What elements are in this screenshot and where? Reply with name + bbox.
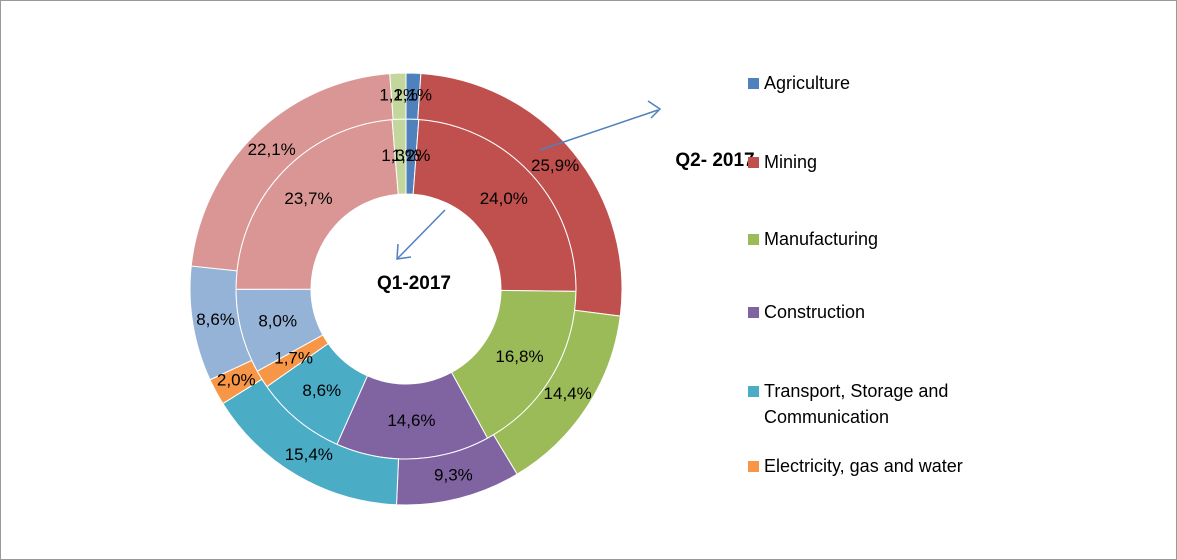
legend-swatch	[748, 78, 759, 89]
data-label: 1,3%	[381, 146, 420, 165]
data-label: 25,9%	[531, 156, 579, 175]
data-label: 1,2%	[392, 146, 431, 165]
arrow	[397, 209, 446, 259]
data-label: 1,2%	[379, 86, 418, 105]
data-label: 8,6%	[302, 381, 341, 400]
data-label: 1,1%	[393, 86, 432, 105]
data-label: 2,0%	[217, 370, 256, 389]
data-label: 22,1%	[248, 140, 296, 159]
legend-item: Mining	[748, 149, 998, 175]
series-label: Q1-2017	[377, 273, 451, 294]
legend-item: Agriculture	[748, 70, 998, 96]
legend-swatch	[748, 307, 759, 318]
legend-swatch	[748, 461, 759, 472]
data-label: 14,4%	[544, 384, 592, 403]
rings	[189, 72, 623, 506]
data-label: 14,6%	[387, 411, 435, 430]
arrow-head	[396, 243, 412, 260]
data-label: 15,4%	[285, 445, 333, 464]
legend-item: Transport, Storage and Communication	[748, 378, 998, 430]
data-label: 23,7%	[284, 189, 332, 208]
legend-label: Mining	[764, 152, 818, 172]
arrow-head	[647, 100, 662, 119]
data-label: 24,0%	[480, 189, 528, 208]
series-label: Q2- 2017	[675, 150, 754, 171]
legend-swatch	[748, 234, 759, 245]
data-label: 8,6%	[196, 310, 235, 329]
legend-swatch	[748, 157, 759, 168]
legend-label: Manufacturing	[764, 229, 879, 249]
legend-item: Electricity, gas and water	[748, 453, 998, 479]
data-label: 9,3%	[434, 466, 473, 485]
legend-item: Manufacturing	[748, 226, 998, 252]
legend-label: Transport, Storage and Communication	[764, 381, 949, 427]
data-label: 8,0%	[258, 312, 297, 331]
legend-item: Construction	[748, 299, 998, 325]
arrow	[539, 109, 659, 151]
legend-label: Electricity, gas and water	[764, 456, 963, 476]
legend-label: Agriculture	[764, 73, 851, 93]
slice	[389, 72, 407, 121]
legend-swatch	[748, 386, 759, 397]
data-label: 1,7%	[274, 349, 313, 368]
data-label: 16,8%	[495, 347, 543, 366]
legend-label: Construction	[764, 302, 866, 322]
labels: 1,2% 24,0% 16,8% 14,6% 8,6% 1,7% 8,0% 23,7% 1,3%…	[196, 86, 592, 485]
